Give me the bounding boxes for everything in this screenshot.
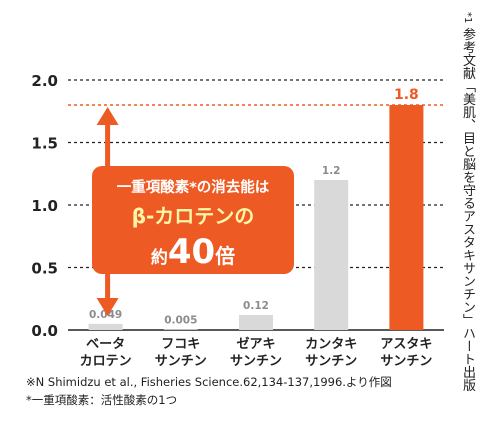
bar (88, 323, 123, 330)
x-category-label: フコキ (161, 337, 200, 352)
y-tick-label: 0.5 (31, 260, 58, 278)
callout-line-3: 約40倍 (151, 232, 235, 272)
bar-value-label: 1.8 (394, 87, 419, 103)
x-category-label: カロテン (80, 354, 132, 369)
bar (389, 105, 424, 330)
x-category-label: サンチン (155, 354, 207, 369)
x-category-label: サンチン (380, 354, 432, 369)
x-category-label: ベータ (86, 337, 125, 352)
x-category-label: カンタキ (305, 337, 357, 352)
bar (239, 315, 273, 330)
callout-line-1: 一重項酸素*の消去能は (117, 178, 270, 196)
y-tick-label: 2.0 (31, 72, 58, 90)
callout-line-2: β-カロテンの (132, 204, 255, 228)
reference-note: *1 参考文献「美肌、目と脳を守るアスタキサンチン」ハート出版 (459, 12, 475, 392)
x-category-label: アスタキ (380, 337, 432, 352)
callout-multiplier: 40 (168, 232, 215, 272)
x-category-label: サンチン (230, 354, 282, 369)
reference-note-text: 参考文献「美肌、目と脳を守るアスタキサンチン」ハート出版 (460, 27, 475, 392)
definition-footnote: *一重項酸素：活性酸素の1つ (26, 393, 178, 407)
bar-value-label: 0.005 (164, 314, 197, 326)
comparison-arrow-head-down (96, 298, 119, 316)
bar (163, 329, 198, 330)
y-tick-label: 0.0 (31, 322, 58, 340)
y-tick-label: 1.0 (31, 197, 58, 215)
x-category-label: サンチン (305, 354, 357, 369)
bar-value-label: 1.2 (322, 165, 341, 177)
source-footnote: ※N Shimidzu et al., Fisheries Science.62… (26, 375, 392, 389)
bar-value-label: 0.049 (89, 309, 122, 321)
reference-note-mark: *1 (462, 12, 473, 24)
y-tick-label: 1.5 (31, 135, 58, 153)
callout-times: 倍 (215, 244, 235, 268)
comparison-arrow-head-up (96, 107, 119, 125)
callout-box (92, 166, 294, 274)
bar (314, 180, 349, 330)
bar-value-label: 0.12 (243, 300, 269, 312)
x-category-label: ゼアキ (236, 336, 275, 352)
callout-approx: 約 (151, 247, 168, 268)
